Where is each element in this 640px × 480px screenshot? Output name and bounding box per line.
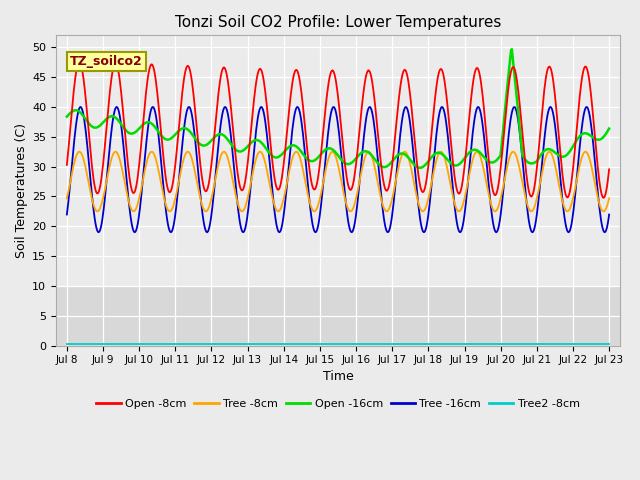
Y-axis label: Soil Temperatures (C): Soil Temperatures (C) <box>15 123 28 258</box>
Title: Tonzi Soil CO2 Profile: Lower Temperatures: Tonzi Soil CO2 Profile: Lower Temperatur… <box>175 15 501 30</box>
Legend: Open -8cm, Tree -8cm, Open -16cm, Tree -16cm, Tree2 -8cm: Open -8cm, Tree -8cm, Open -16cm, Tree -… <box>92 395 584 413</box>
X-axis label: Time: Time <box>323 370 353 383</box>
Bar <box>56 286 620 346</box>
Text: TZ_soilco2: TZ_soilco2 <box>70 55 143 68</box>
